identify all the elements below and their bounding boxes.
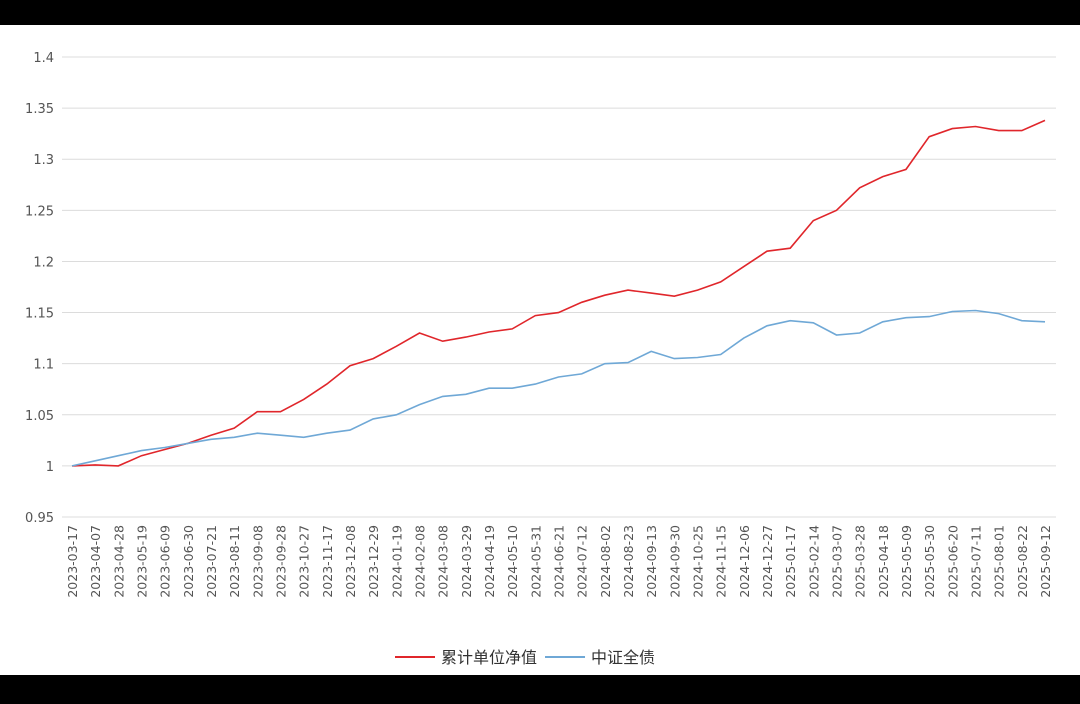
- x-tick-label: 2025-06-20: [945, 525, 960, 598]
- x-tick-label: 2025-09-12: [1038, 525, 1053, 598]
- y-tick-label: 1.2: [33, 255, 54, 270]
- x-tick-label: 2024-01-19: [389, 525, 404, 598]
- x-tick-label: 2025-05-30: [922, 525, 937, 598]
- legend-label: 中证全债: [591, 648, 655, 667]
- x-tick-label: 2025-03-28: [853, 525, 868, 598]
- x-tick-label: 2023-06-30: [181, 525, 196, 598]
- x-tick-label: 2024-11-15: [714, 525, 729, 598]
- y-tick-label: 1.35: [25, 102, 54, 117]
- series-line: [71, 119, 1046, 467]
- legend-label: 累计单位净值: [441, 648, 537, 667]
- series-line: [71, 309, 1046, 467]
- x-tick-label: 2023-10-27: [297, 525, 312, 598]
- y-tick-label: 0.95: [25, 511, 54, 526]
- x-tick-label: 2023-12-08: [343, 525, 358, 598]
- x-tick-label: 2024-05-10: [505, 525, 520, 598]
- x-tick-label: 2025-01-17: [783, 525, 798, 598]
- x-tick-label: 2024-03-29: [459, 525, 474, 598]
- x-tick-label: 2023-03-17: [65, 525, 80, 598]
- x-tick-label: 2023-06-09: [158, 525, 173, 598]
- y-tick-label: 1: [46, 460, 54, 475]
- x-tick-label: 2025-02-14: [806, 525, 821, 598]
- x-tick-label: 2024-08-23: [621, 525, 636, 598]
- x-tick-label: 2024-02-08: [413, 525, 428, 598]
- x-tick-label: 2024-07-12: [575, 525, 590, 598]
- y-tick-label: 1.4: [33, 51, 54, 66]
- x-tick-label: 2024-09-30: [667, 525, 682, 598]
- x-tick-label: 2024-12-06: [737, 525, 752, 598]
- y-tick-label: 1.05: [25, 409, 54, 424]
- x-tick-label: 2025-08-01: [992, 525, 1007, 598]
- chart-background: [0, 25, 1080, 675]
- x-tick-label: 2024-06-21: [552, 525, 567, 598]
- x-tick-label: 2023-07-21: [204, 525, 219, 598]
- x-tick-label: 2023-11-17: [320, 525, 335, 598]
- x-tick-label: 2024-09-13: [644, 525, 659, 598]
- x-tick-label: 2024-04-19: [482, 525, 497, 598]
- y-tick-label: 1.25: [25, 204, 54, 219]
- x-tick-label: 2024-10-25: [691, 525, 706, 598]
- y-tick-label: 1.15: [25, 307, 54, 322]
- y-tick-label: 1.1: [33, 358, 54, 373]
- x-tick-label: 2024-12-27: [760, 525, 775, 598]
- x-tick-label: 2023-05-19: [135, 525, 150, 598]
- x-tick-label: 2023-04-07: [88, 525, 103, 598]
- x-tick-label: 2023-09-08: [250, 525, 265, 598]
- x-tick-label: 2023-09-28: [274, 525, 289, 598]
- y-tick-label: 1.3: [33, 153, 54, 168]
- x-tick-label: 2024-05-31: [528, 525, 543, 598]
- x-tick-label: 2025-03-07: [830, 525, 845, 598]
- x-tick-label: 2024-03-08: [436, 525, 451, 598]
- x-tick-label: 2025-04-18: [876, 525, 891, 598]
- x-tick-label: 2025-05-09: [899, 525, 914, 598]
- x-tick-label: 2024-08-02: [598, 525, 613, 598]
- x-tick-label: 2023-04-28: [111, 525, 126, 598]
- x-tick-label: 2025-07-11: [969, 525, 984, 598]
- x-tick-label: 2025-08-22: [1015, 525, 1030, 598]
- x-tick-label: 2023-12-29: [366, 525, 381, 598]
- x-tick-label: 2023-08-11: [227, 525, 242, 598]
